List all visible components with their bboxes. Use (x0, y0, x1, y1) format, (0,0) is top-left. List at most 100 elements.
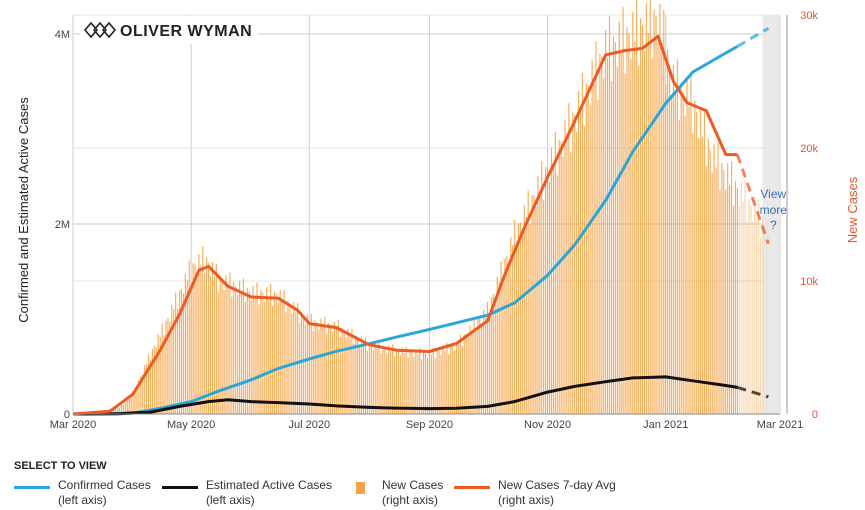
new-cases-bar (730, 161, 733, 414)
new-cases-bar (190, 282, 192, 414)
new-cases-bar (392, 344, 394, 414)
new-cases-bar (357, 338, 359, 414)
new-cases-bar (279, 290, 281, 414)
new-cases-bar (366, 350, 369, 414)
view-more-band[interactable] (762, 15, 780, 414)
new-cases-bar (113, 408, 115, 414)
new-cases-bar (564, 119, 566, 415)
new-cases-bar (595, 41, 597, 415)
view-more-annotation[interactable]: View more ? (760, 187, 788, 232)
new-cases-bar (624, 73, 626, 415)
new-cases-bar (337, 320, 339, 414)
new-cases-bar (541, 160, 543, 414)
new-cases-bar (576, 131, 578, 414)
new-cases-bar (194, 264, 196, 414)
new-cases-bar (250, 300, 252, 414)
avg-series-line (72, 34, 738, 416)
new-cases-bar (142, 374, 144, 414)
new-cases-bar (729, 184, 731, 414)
covid-cases-chart: Mar 2020 May 2020 Jul 2020 Sep 2020 Nov 2020… (16, 0, 860, 431)
new-cases-bar (252, 285, 254, 414)
new-cases-bar (227, 286, 229, 414)
new-cases-bar (233, 282, 235, 414)
new-cases-bar (539, 190, 541, 414)
new-cases-bar (533, 195, 535, 414)
new-cases-bar (330, 325, 332, 414)
new-cases-bar (343, 330, 345, 414)
new-cases-bar (124, 401, 126, 414)
new-cases-bar (237, 295, 239, 414)
new-cases-bar (287, 300, 289, 414)
new-cases-bar (750, 205, 752, 414)
new-cases-bar (566, 138, 568, 414)
legend-label-new-cases: New Cases (382, 478, 444, 492)
new-cases-bar (612, 35, 615, 414)
new-cases-bar (591, 60, 593, 415)
new-cases-bar (527, 190, 529, 414)
new-cases-bar (711, 172, 713, 414)
new-cases-bar (473, 318, 475, 414)
new-cases-bar (411, 352, 413, 414)
new-cases-bar (531, 194, 533, 414)
x-tick-label: Mar 2020 (50, 419, 96, 431)
new-cases-bar (581, 72, 584, 414)
new-cases-bar (436, 350, 438, 414)
new-cases-bar (306, 314, 308, 414)
new-cases-bar (359, 344, 361, 414)
new-cases-bar (421, 359, 423, 414)
legend-label-confirmed: Confirmed Cases (58, 478, 151, 492)
new-cases-bar (709, 149, 711, 414)
new-cases-bar (469, 325, 471, 414)
new-cases-bar (657, 42, 659, 415)
new-cases-bar (754, 200, 756, 414)
x-tick-label: Nov 2020 (524, 419, 571, 431)
new-cases-bar (546, 167, 549, 414)
new-cases-bar (669, 64, 671, 414)
new-cases-bar (304, 324, 307, 414)
new-cases-bar (665, 84, 667, 414)
new-cases-bar (558, 139, 560, 414)
new-cases-bar (579, 111, 582, 414)
new-cases-bar (161, 323, 163, 414)
new-cases-bar (502, 281, 504, 414)
new-cases-bar (556, 175, 558, 414)
new-cases-bar (703, 110, 706, 414)
new-cases-bar (177, 308, 179, 414)
view-more-line3[interactable]: ? (770, 218, 777, 232)
left-tick-label: 0 (64, 409, 70, 421)
new-cases-bar (719, 189, 721, 414)
new-cases-bar (692, 132, 694, 414)
new-cases-bar (122, 404, 124, 414)
legend: SELECT TO VIEW Confirmed Cases (left axi… (14, 460, 854, 508)
brand-logo: OLIVER WYMAN (80, 16, 258, 44)
new-cases-bar (684, 115, 686, 414)
new-cases-bar (454, 350, 456, 414)
new-cases-bar (568, 103, 570, 414)
new-cases-bar (175, 292, 177, 414)
new-cases-bar (186, 280, 188, 414)
new-cases-bar (599, 53, 601, 414)
x-tick-label: Jul 2020 (289, 419, 331, 431)
new-cases-bar (300, 312, 303, 414)
x-tick-label: Jan 2021 (643, 419, 688, 431)
new-cases-bar (405, 346, 407, 414)
new-cases-bar (614, 42, 616, 414)
new-cases-bar (269, 283, 272, 414)
new-cases-bar (268, 296, 270, 414)
new-cases-bar (283, 290, 285, 414)
new-cases-bar (159, 336, 161, 414)
view-more-line1[interactable]: View (760, 187, 786, 201)
new-cases-bar (432, 347, 434, 414)
new-cases-bar (140, 376, 142, 414)
new-cases-bar (246, 287, 248, 414)
new-cases-bar (647, 32, 649, 414)
view-more-line2[interactable]: more (760, 203, 788, 217)
new-cases-bar (116, 407, 119, 414)
new-cases-bar (378, 341, 380, 414)
right-tick-label: 20k (800, 143, 818, 155)
active-series-projection (736, 385, 769, 399)
new-cases-bar (120, 404, 123, 414)
new-cases-bar (448, 354, 450, 414)
new-cases-bar (727, 163, 729, 414)
new-cases-bar (605, 29, 607, 415)
